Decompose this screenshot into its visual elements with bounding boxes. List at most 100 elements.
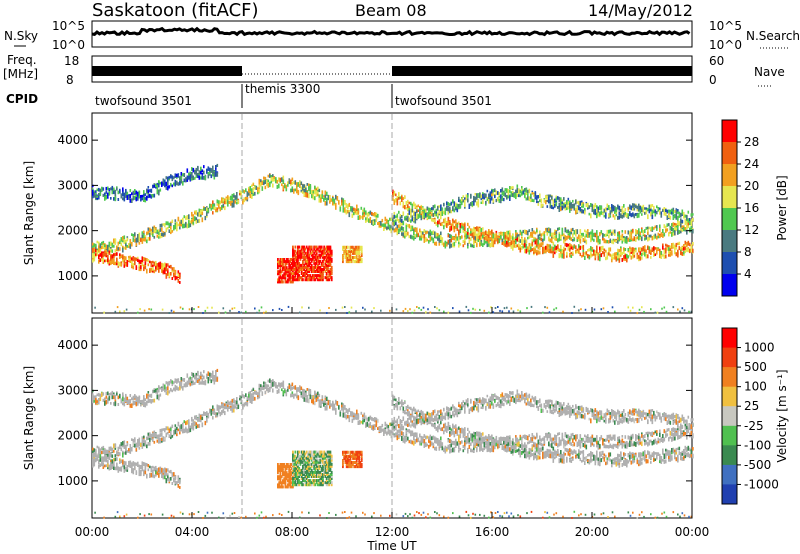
velocity-cell bbox=[141, 439, 144, 443]
power-cell bbox=[310, 247, 313, 251]
power-cell bbox=[527, 247, 529, 253]
power-cell bbox=[317, 259, 319, 263]
power-cell bbox=[554, 247, 556, 251]
power-cell bbox=[132, 233, 135, 238]
power-cell bbox=[386, 218, 388, 224]
power-cell bbox=[279, 280, 282, 284]
power-cell bbox=[491, 240, 493, 245]
velocity-cell bbox=[107, 455, 109, 459]
velocity-cell bbox=[423, 443, 426, 448]
power-cell bbox=[554, 198, 556, 203]
velocity-cell bbox=[369, 422, 372, 426]
power-cell bbox=[675, 252, 678, 257]
power-cell bbox=[138, 267, 141, 272]
power-cell bbox=[476, 195, 478, 200]
power-cell bbox=[588, 256, 591, 260]
velocity-cell bbox=[299, 389, 301, 393]
power-cell bbox=[407, 216, 409, 219]
power-cell bbox=[450, 223, 453, 227]
power-cell bbox=[537, 250, 540, 255]
power-cell bbox=[461, 235, 463, 239]
velocity-cell bbox=[249, 394, 252, 398]
power-cell bbox=[548, 194, 550, 199]
power-cell bbox=[119, 310, 121, 313]
power-cell bbox=[264, 177, 267, 181]
power-cell bbox=[582, 238, 585, 243]
power-cell bbox=[422, 213, 424, 217]
power-cell bbox=[348, 210, 351, 213]
power-cell bbox=[447, 239, 450, 244]
power-cell bbox=[305, 259, 308, 263]
power-cell bbox=[680, 250, 682, 255]
power-cell bbox=[324, 265, 327, 269]
power-cell bbox=[194, 177, 196, 180]
power-cell bbox=[567, 201, 570, 206]
power-cell bbox=[621, 258, 624, 262]
power-cell bbox=[297, 278, 299, 282]
power-cell bbox=[660, 254, 663, 259]
power-cell bbox=[579, 201, 582, 206]
power-cell bbox=[407, 218, 409, 222]
velocity-cell bbox=[282, 380, 285, 385]
power-cell bbox=[576, 229, 579, 235]
power-cell bbox=[480, 227, 483, 233]
power-cell bbox=[158, 265, 160, 269]
power-cell bbox=[594, 256, 597, 261]
power-cell bbox=[672, 228, 675, 233]
power-cell bbox=[330, 253, 333, 257]
power-cell bbox=[292, 270, 294, 274]
power-cell bbox=[614, 252, 616, 258]
power-cell bbox=[152, 233, 154, 237]
power-cell bbox=[644, 249, 646, 252]
power-cell bbox=[456, 226, 459, 231]
power-cell bbox=[156, 234, 159, 238]
power-cell bbox=[248, 192, 250, 196]
power-cell bbox=[440, 204, 442, 209]
power-cell bbox=[176, 227, 178, 231]
power-cell bbox=[404, 205, 406, 210]
power-cell bbox=[144, 257, 147, 262]
velocity-cell bbox=[143, 435, 145, 439]
power-cell bbox=[132, 265, 135, 270]
power-cell bbox=[512, 190, 514, 195]
power-cell bbox=[139, 308, 141, 311]
power-cell bbox=[285, 270, 288, 274]
velocity-cell bbox=[410, 439, 412, 444]
velocity-cell bbox=[357, 415, 360, 420]
power-cell bbox=[662, 245, 664, 250]
power-cell bbox=[322, 270, 324, 273]
power-cell bbox=[612, 214, 615, 218]
power-cell bbox=[342, 247, 344, 251]
power-cell bbox=[290, 258, 293, 261]
velocity-cell bbox=[245, 401, 247, 406]
power-cell bbox=[278, 280, 281, 284]
power-cell bbox=[494, 307, 497, 309]
power-cell bbox=[531, 198, 534, 202]
power-cell bbox=[630, 251, 633, 254]
power-cell bbox=[639, 253, 642, 257]
power-cell bbox=[317, 257, 319, 261]
power-cell bbox=[629, 246, 631, 250]
power-cell bbox=[527, 196, 529, 201]
power-cell bbox=[632, 247, 634, 251]
power-cell bbox=[305, 253, 308, 257]
power-cell bbox=[305, 255, 308, 259]
power-cell bbox=[390, 217, 393, 222]
power-cell bbox=[537, 195, 540, 199]
velocity-cell bbox=[110, 446, 112, 451]
power-cell bbox=[266, 182, 268, 187]
power-cell bbox=[665, 247, 667, 252]
power-cell bbox=[343, 245, 346, 249]
power-cell bbox=[675, 223, 678, 227]
power-cell bbox=[554, 229, 556, 233]
power-cell bbox=[343, 249, 346, 253]
power-cell bbox=[203, 176, 205, 180]
power-cell bbox=[318, 255, 321, 259]
power-cell bbox=[230, 197, 232, 201]
power-cell bbox=[491, 237, 493, 241]
power-cell bbox=[165, 181, 168, 187]
velocity-cell bbox=[263, 381, 265, 385]
power-cell bbox=[372, 220, 375, 225]
power-cell bbox=[656, 210, 658, 215]
